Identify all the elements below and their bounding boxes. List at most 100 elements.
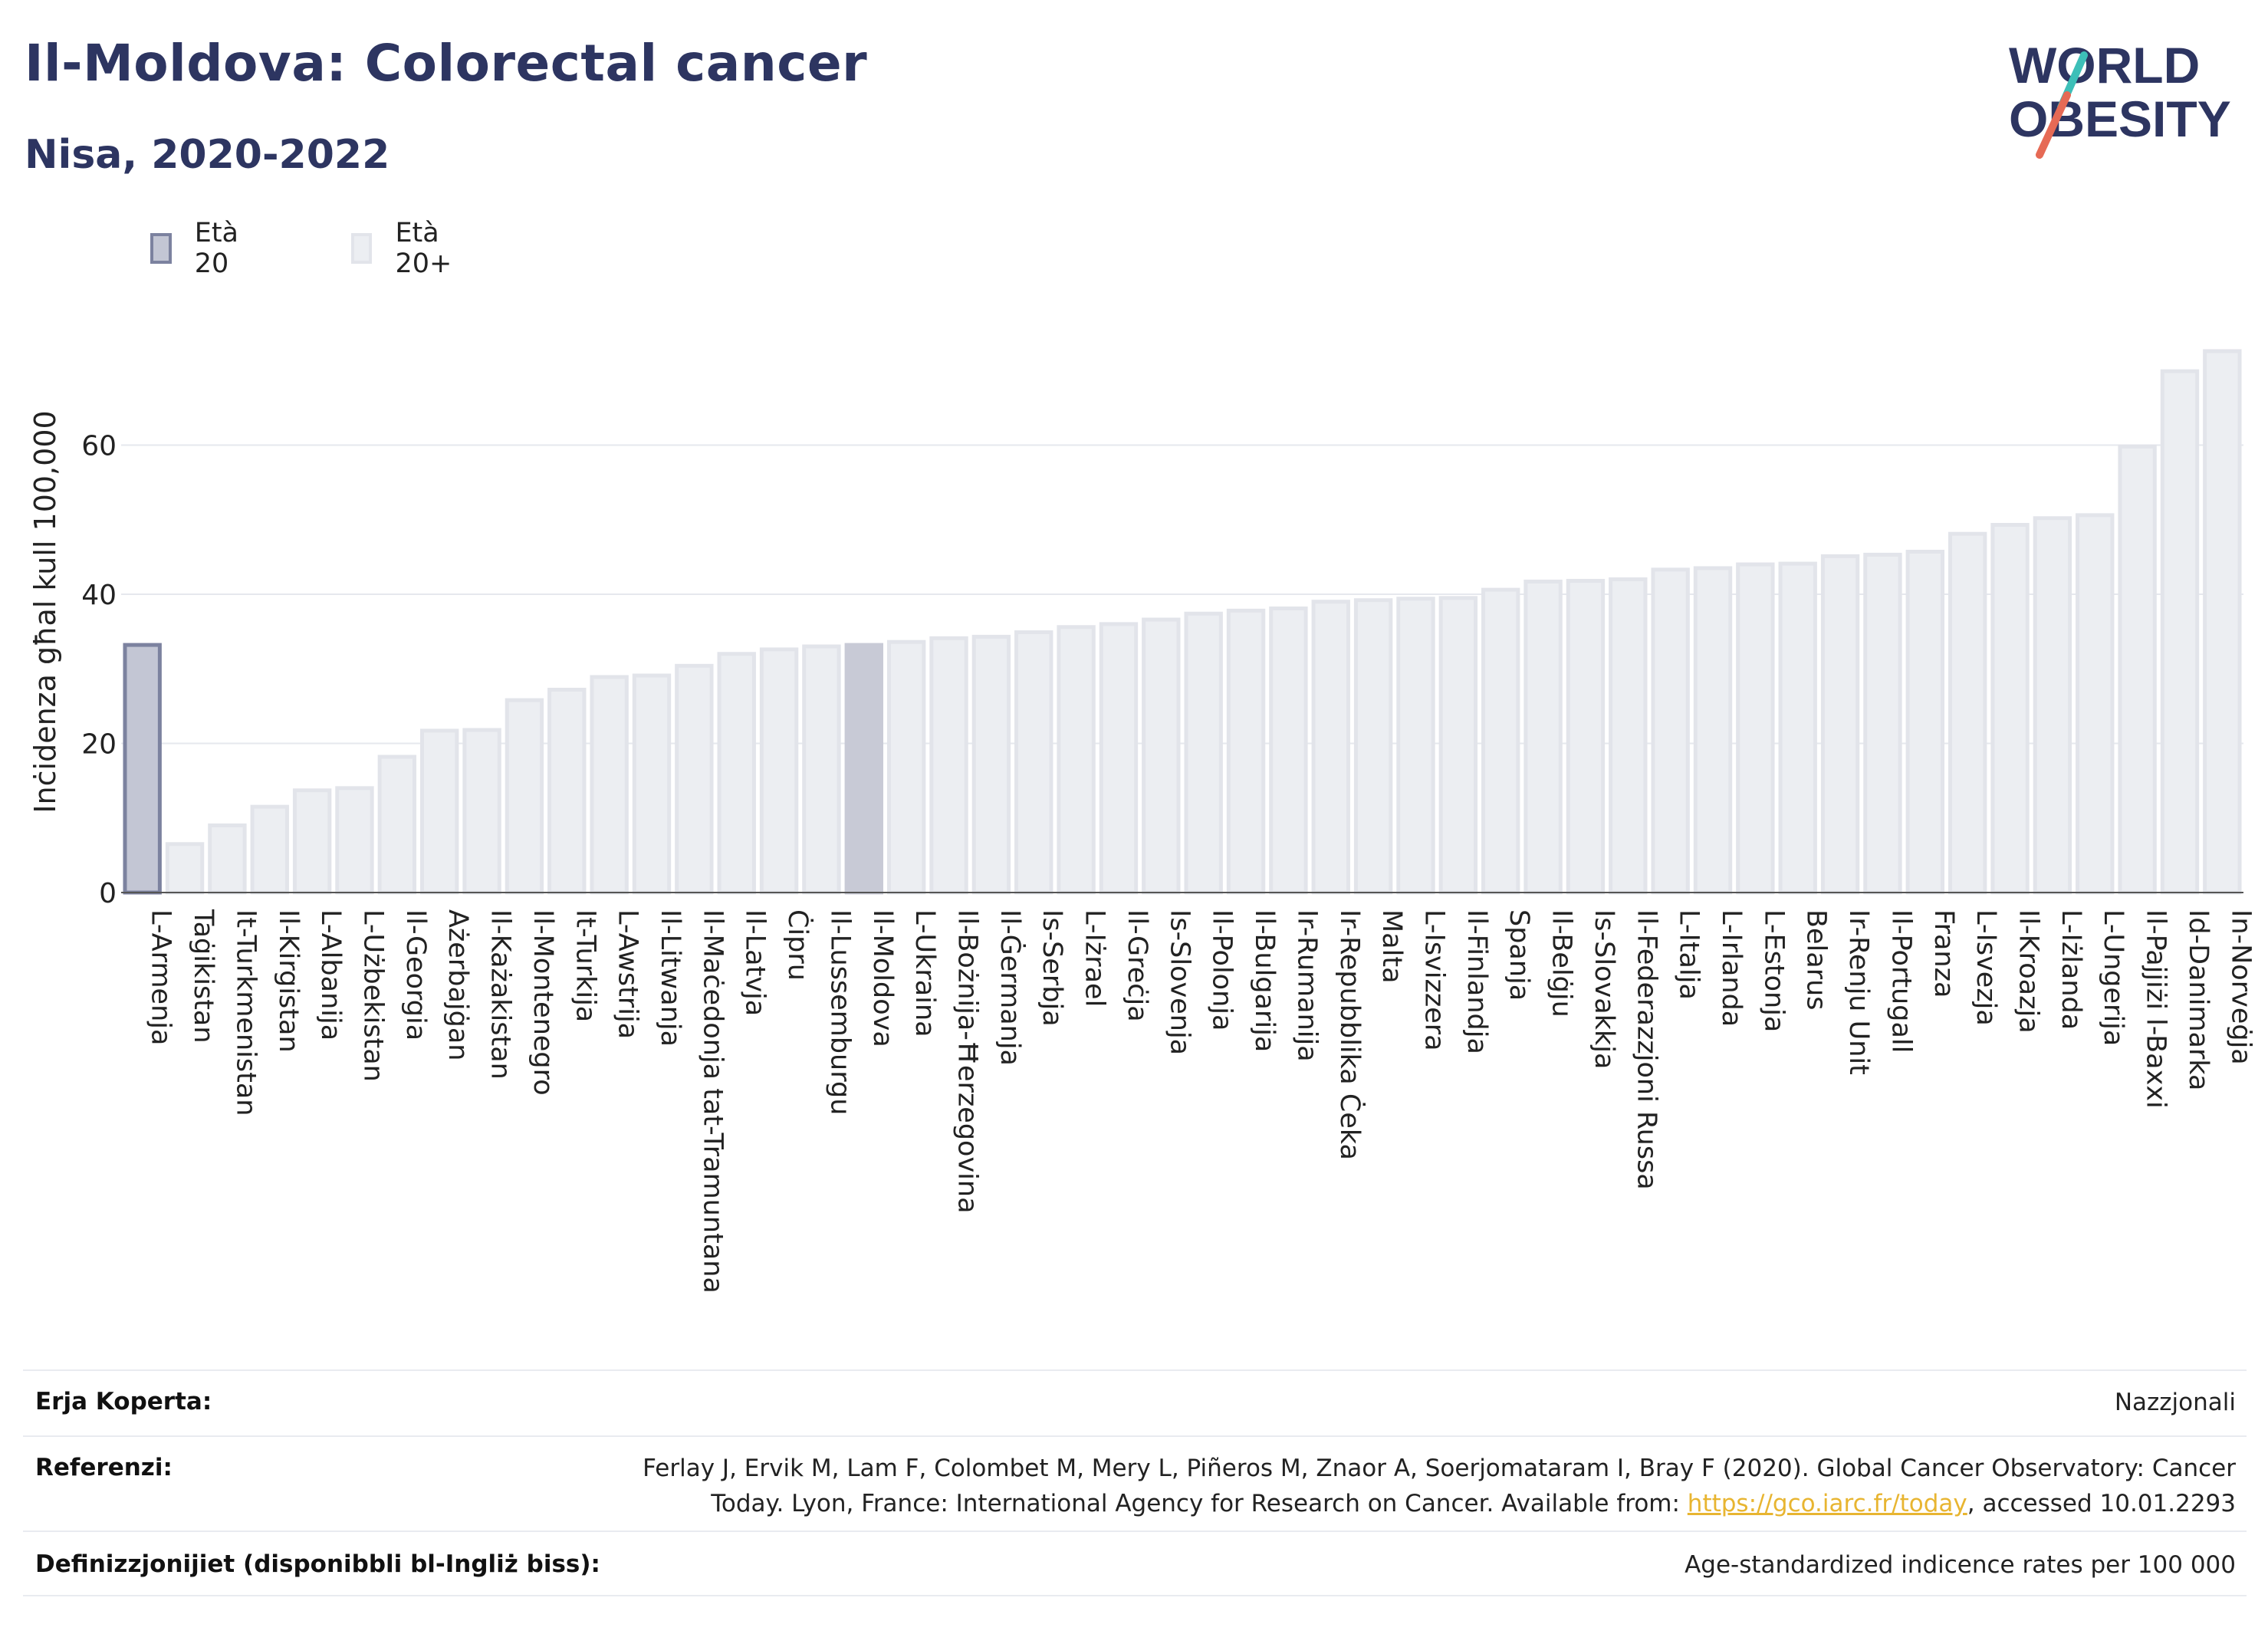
- bar-45[interactable]: [2033, 516, 2072, 895]
- bar-13[interactable]: [675, 663, 714, 895]
- page-title: Il-Moldova: Colorectal cancer: [25, 34, 868, 93]
- bar-26[interactable]: [1226, 608, 1266, 895]
- x-tick-label: Ir-Rumanija: [1291, 909, 1322, 1062]
- bar-3[interactable]: [250, 804, 289, 895]
- bar-17[interactable]: [844, 643, 883, 895]
- x-tick-label: Il-Maċedonja tat-Tramuntana: [697, 909, 728, 1294]
- x-tick-label: Il-Polonja: [1207, 909, 1238, 1031]
- legend-label-age20: Età 20: [194, 218, 239, 279]
- bar-9[interactable]: [505, 698, 544, 895]
- bar-22[interactable]: [1057, 625, 1096, 895]
- bar-12[interactable]: [632, 673, 672, 895]
- bar-32[interactable]: [1481, 587, 1520, 895]
- bar-10[interactable]: [547, 687, 587, 895]
- x-tick-label: Il-Lussemburgu: [824, 909, 855, 1115]
- bar-49[interactable]: [2203, 349, 2242, 895]
- bar-4[interactable]: [292, 788, 332, 895]
- coverage-value: Nazzjonali: [2114, 1389, 2236, 1416]
- bar-34[interactable]: [1566, 578, 1606, 895]
- x-tick-label: Il-Montenegro: [528, 909, 558, 1096]
- bar-47[interactable]: [2118, 444, 2157, 895]
- y-tick-label: 60: [81, 430, 117, 462]
- world-obesity-logo: WORLD OBESITY: [2009, 37, 2231, 159]
- bar-31[interactable]: [1438, 596, 1478, 895]
- references-line2-post: , accessed 10.01.2293: [1967, 1490, 2236, 1517]
- bar-44[interactable]: [1990, 523, 2030, 895]
- bar-11[interactable]: [590, 675, 629, 895]
- bar-43[interactable]: [1948, 531, 1987, 895]
- bar-39[interactable]: [1778, 561, 1817, 895]
- bar-37[interactable]: [1693, 566, 1733, 895]
- x-tick-label: Taġikistan: [188, 909, 219, 1044]
- bar-24[interactable]: [1142, 617, 1181, 895]
- x-tick-label: L-Użbekistan: [357, 909, 388, 1082]
- references-label: Referenzi:: [35, 1454, 173, 1481]
- bar-5[interactable]: [335, 786, 374, 895]
- x-tick-labels: L-Armenja Taġikistan It-Turkmenistan Il-Kir…: [146, 909, 2256, 1294]
- bar-15[interactable]: [759, 647, 799, 895]
- x-tick-label: L-Awstrija: [613, 909, 643, 1039]
- bar-38[interactable]: [1736, 562, 1775, 895]
- bar-48[interactable]: [2160, 369, 2200, 895]
- bar-41[interactable]: [1863, 552, 1902, 895]
- references-line2: Today. Lyon, France: International Agenc…: [34, 1486, 2236, 1521]
- bar-0[interactable]: [123, 643, 162, 895]
- bar-27[interactable]: [1269, 606, 1308, 895]
- bar-40[interactable]: [1820, 554, 1860, 895]
- logo-slash-coral: [2036, 91, 2071, 159]
- legend-label-age20plus: Età 20+: [395, 218, 452, 279]
- bar-16[interactable]: [802, 644, 841, 895]
- x-tick-label: Il-Kirgistan: [273, 909, 304, 1053]
- bar-7[interactable]: [420, 728, 459, 895]
- x-tick-label: Malta: [1376, 909, 1407, 984]
- x-tick-label: Ċipru: [782, 909, 814, 981]
- x-tick-label: Il-Pajjiżi l-Baxxi: [2141, 909, 2171, 1109]
- x-tick-label: L-Estonja: [1758, 909, 1789, 1032]
- bar-2[interactable]: [208, 823, 247, 895]
- legend-item-age20plus[interactable]: Età 20+: [351, 218, 462, 279]
- bar-1[interactable]: [165, 842, 205, 895]
- x-tick-label: Il-Kroazja: [2013, 909, 2044, 1034]
- legend-item-age20[interactable]: Età 20: [150, 218, 248, 279]
- bar-35[interactable]: [1609, 577, 1648, 895]
- bar-25[interactable]: [1184, 611, 1223, 895]
- bar-33[interactable]: [1524, 579, 1563, 895]
- x-tick-label: L-Iżrael: [1080, 909, 1110, 1007]
- x-tick-label: Il-Portugall: [1885, 909, 1916, 1053]
- x-tick-label: It-Turkmenistan: [230, 909, 261, 1116]
- bar-23[interactable]: [1099, 622, 1139, 895]
- bar-30[interactable]: [1396, 597, 1435, 895]
- bar-20[interactable]: [971, 634, 1011, 895]
- x-tick-label: L-Irlanda: [1716, 909, 1747, 1027]
- legend-swatch-age20: [150, 233, 172, 264]
- bar-14[interactable]: [717, 652, 756, 895]
- bar-18[interactable]: [886, 639, 926, 895]
- x-tick-label: Il-Każakistan: [485, 909, 516, 1080]
- bar-36[interactable]: [1651, 567, 1690, 895]
- y-tick-label: 20: [81, 728, 117, 760]
- bar-19[interactable]: [929, 636, 968, 895]
- bar-6[interactable]: [377, 755, 417, 895]
- bar-29[interactable]: [1353, 598, 1393, 895]
- x-tick-label: Is-Slovakkja: [1589, 909, 1619, 1069]
- x-tick-label: Ir-Renju Unit: [1843, 909, 1874, 1075]
- x-tick-label: Is-Serbja: [1037, 909, 1067, 1027]
- x-tick-label: Il-Greċja: [1122, 909, 1152, 1022]
- x-tick-label: Il-Bulgarija: [1249, 909, 1280, 1052]
- bar-8[interactable]: [462, 728, 501, 895]
- x-tick-label: Il-Litwanja: [655, 909, 685, 1047]
- x-tick-label: Il-Georgia: [400, 909, 431, 1041]
- bar-42[interactable]: [1905, 550, 1944, 895]
- bar-46[interactable]: [2076, 513, 2115, 895]
- coverage-label: Erja Koperta:: [35, 1388, 212, 1415]
- x-tick-label: Franza: [1928, 909, 1959, 998]
- bar-28[interactable]: [1311, 600, 1350, 895]
- x-tick-label: It-Turkija: [570, 909, 600, 1022]
- references-link[interactable]: https://gco.iarc.fr/today: [1687, 1490, 1967, 1517]
- x-tick-label: Belarus: [1801, 909, 1832, 1011]
- x-tick-label: Is-Slovenja: [1164, 909, 1195, 1055]
- bar-21[interactable]: [1014, 630, 1053, 895]
- y-tick-label: 40: [81, 580, 117, 611]
- footer-row-references: Referenzi: Ferlay J, Ervik M, Lam F, Col…: [23, 1435, 2247, 1530]
- footer-row-coverage: Erja Koperta: Nazzjonali: [23, 1369, 2247, 1435]
